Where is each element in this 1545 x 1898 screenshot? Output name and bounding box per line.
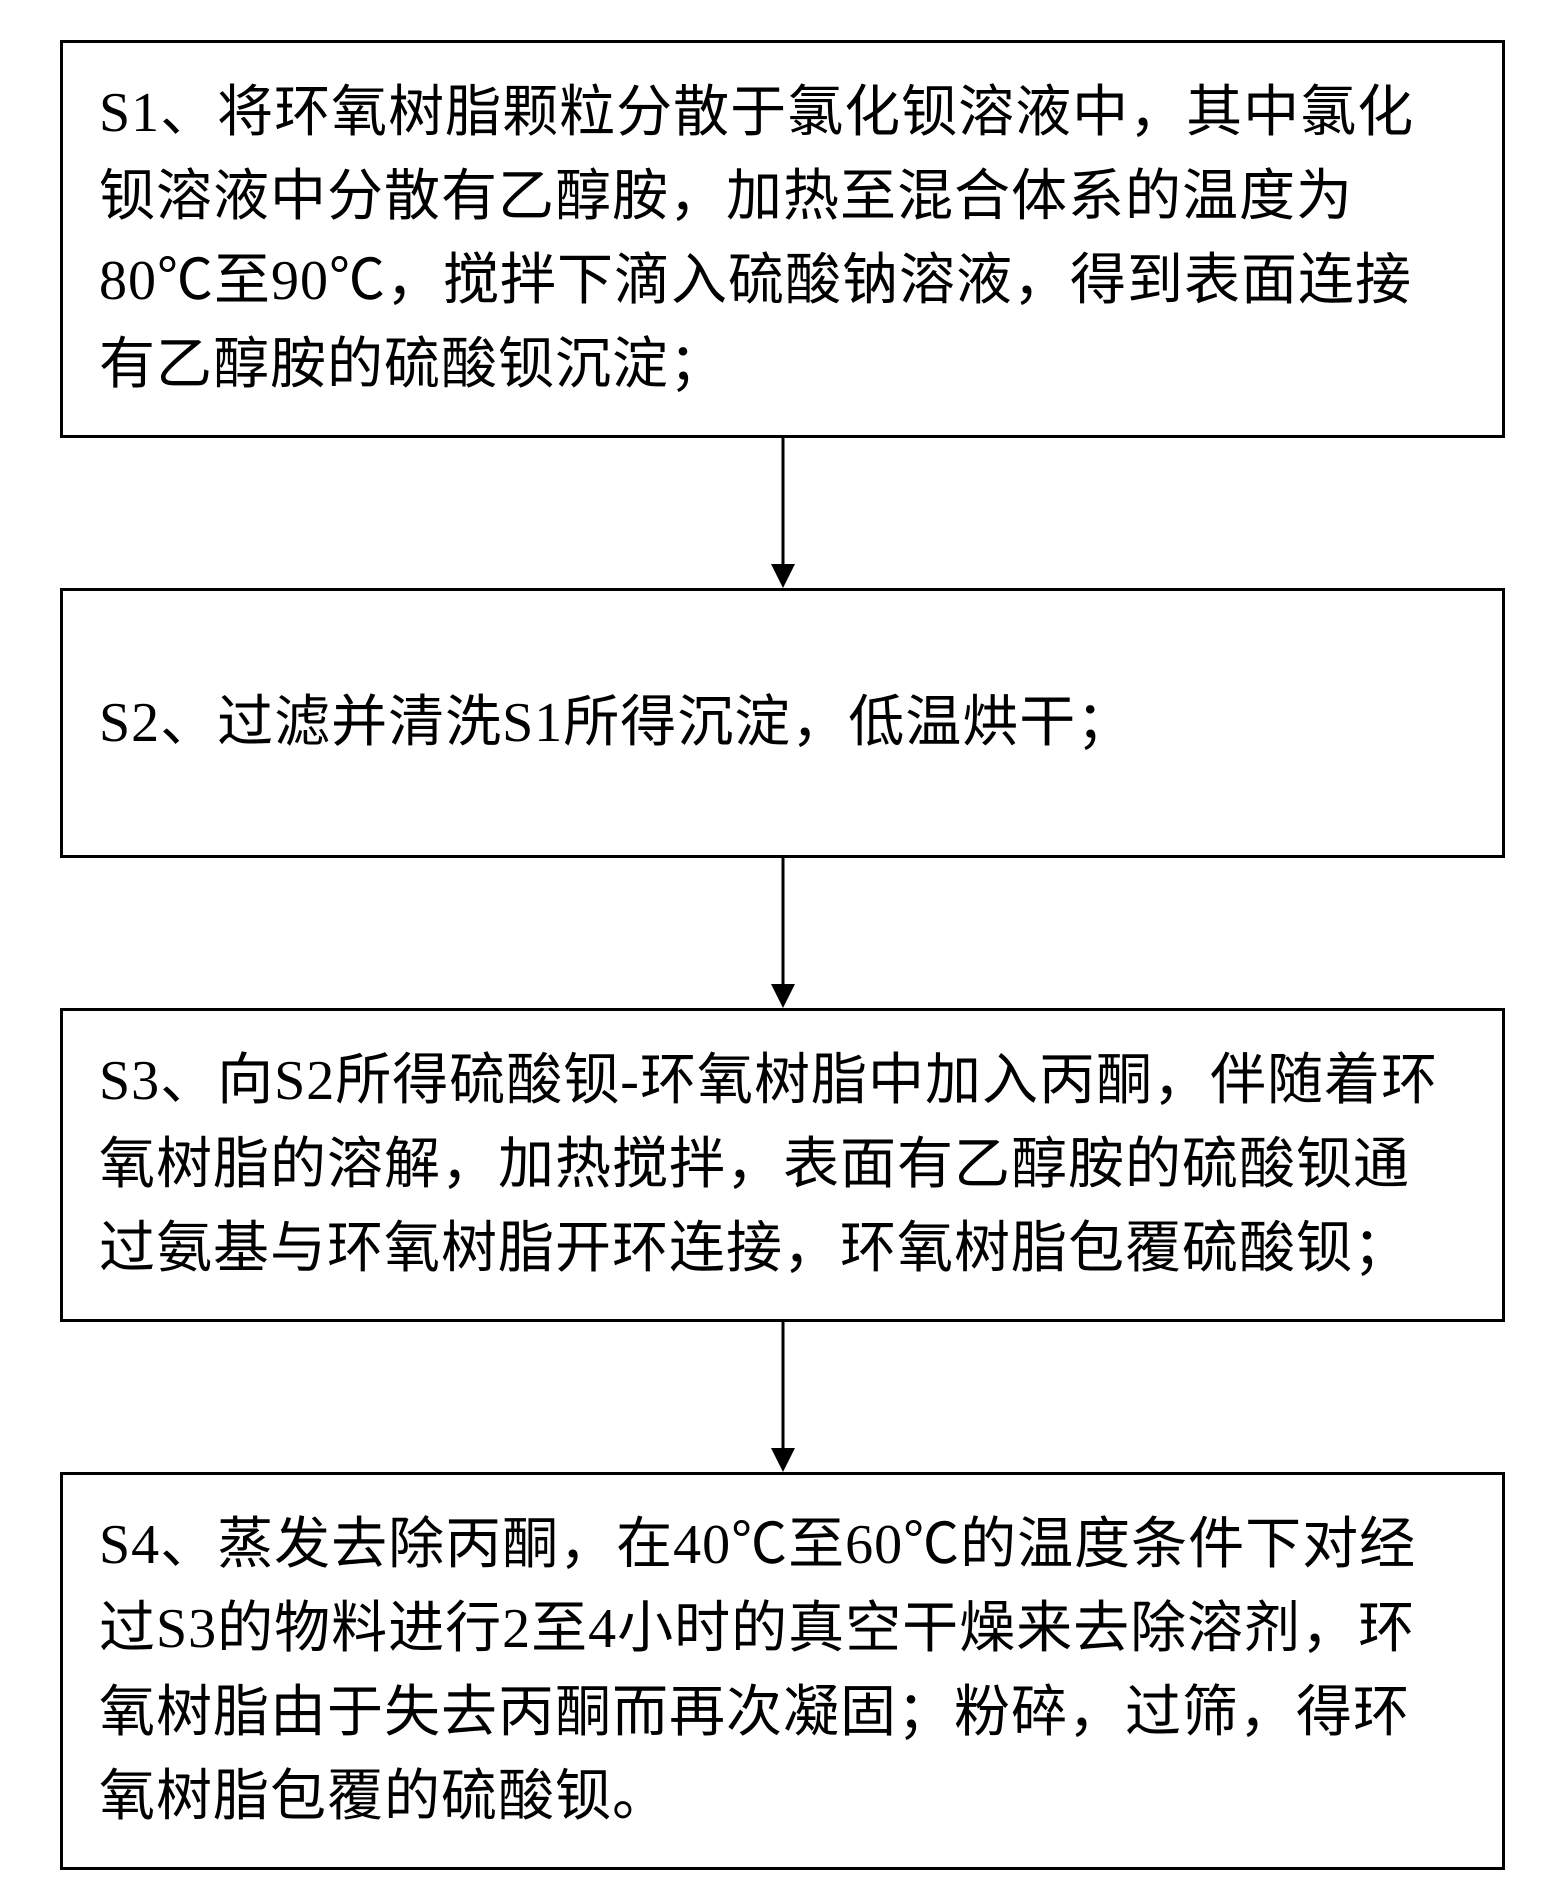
step-s3-text: S3、向S2所得硫酸钡-环氧树脂中加入丙酮，伴随着环氧树脂的溶解，加热搅拌，表面… [99, 1050, 1438, 1280]
flowchart-container: S1、将环氧树脂颗粒分散于氯化钡溶液中，其中氯化钡溶液中分散有乙醇胺，加热至混合… [60, 40, 1505, 1870]
arrow-down-icon [753, 438, 813, 588]
step-s4-text: S4、蒸发去除丙酮，在40℃至60℃的温度条件下对经过S3的物料进行2至4小时的… [99, 1514, 1416, 1828]
arrow-down-icon [753, 1322, 813, 1472]
step-s1-text: S1、将环氧树脂颗粒分散于氯化钡溶液中，其中氯化钡溶液中分散有乙醇胺，加热至混合… [99, 82, 1414, 396]
step-s3-box: S3、向S2所得硫酸钡-环氧树脂中加入丙酮，伴随着环氧树脂的溶解，加热搅拌，表面… [60, 1008, 1505, 1322]
arrow-s3-s4 [60, 1322, 1505, 1472]
arrow-s2-s3 [60, 858, 1505, 1008]
step-s4-box: S4、蒸发去除丙酮，在40℃至60℃的温度条件下对经过S3的物料进行2至4小时的… [60, 1472, 1505, 1870]
arrow-s1-s2 [60, 438, 1505, 588]
step-s2-box: S2、过滤并清洗S1所得沉淀，低温烘干； [60, 588, 1505, 858]
arrow-down-icon [753, 858, 813, 1008]
step-s2-text: S2、过滤并清洗S1所得沉淀，低温烘干； [99, 692, 1133, 754]
step-s1-box: S1、将环氧树脂颗粒分散于氯化钡溶液中，其中氯化钡溶液中分散有乙醇胺，加热至混合… [60, 40, 1505, 438]
